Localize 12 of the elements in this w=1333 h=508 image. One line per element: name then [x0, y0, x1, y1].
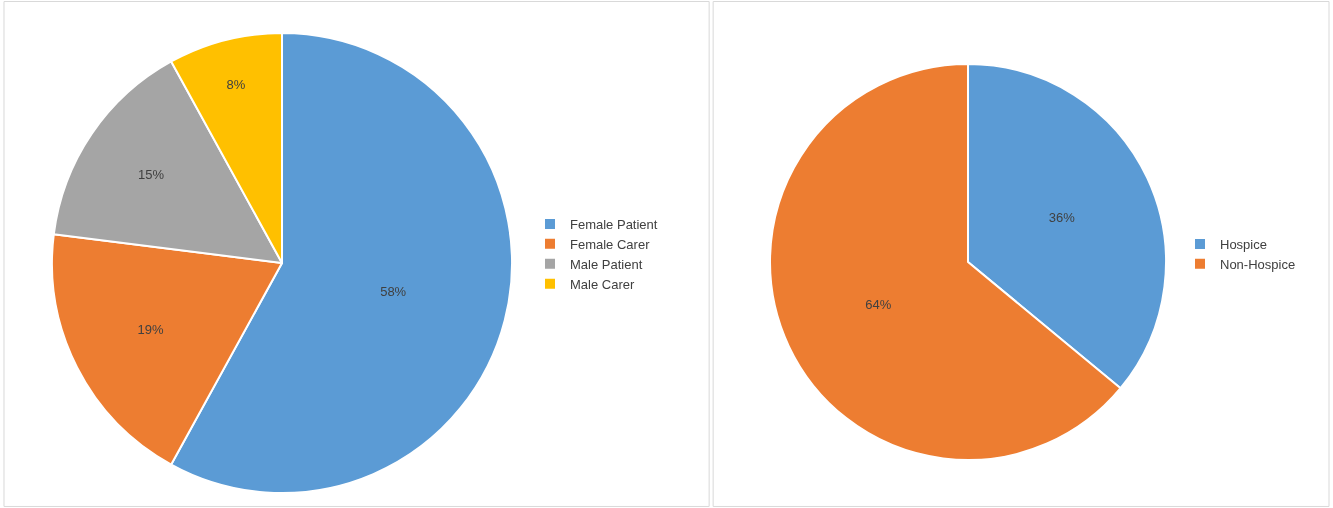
data-label: 15%	[137, 166, 165, 182]
legend-label: Hospice	[1220, 237, 1267, 253]
legend-label: Female Patient	[570, 217, 658, 233]
data-label: 64%	[865, 296, 892, 312]
data-label: 8%	[226, 77, 246, 93]
data-label: 19%	[137, 322, 165, 338]
data-label: 58%	[380, 284, 407, 300]
legend-label: Female Carer	[570, 236, 651, 252]
legend-label: Non-Hospice	[1220, 256, 1296, 272]
legend-label: Male Patient	[570, 256, 643, 272]
legend-label: Male Carer	[570, 276, 635, 292]
data-label: 36%	[1048, 210, 1076, 226]
